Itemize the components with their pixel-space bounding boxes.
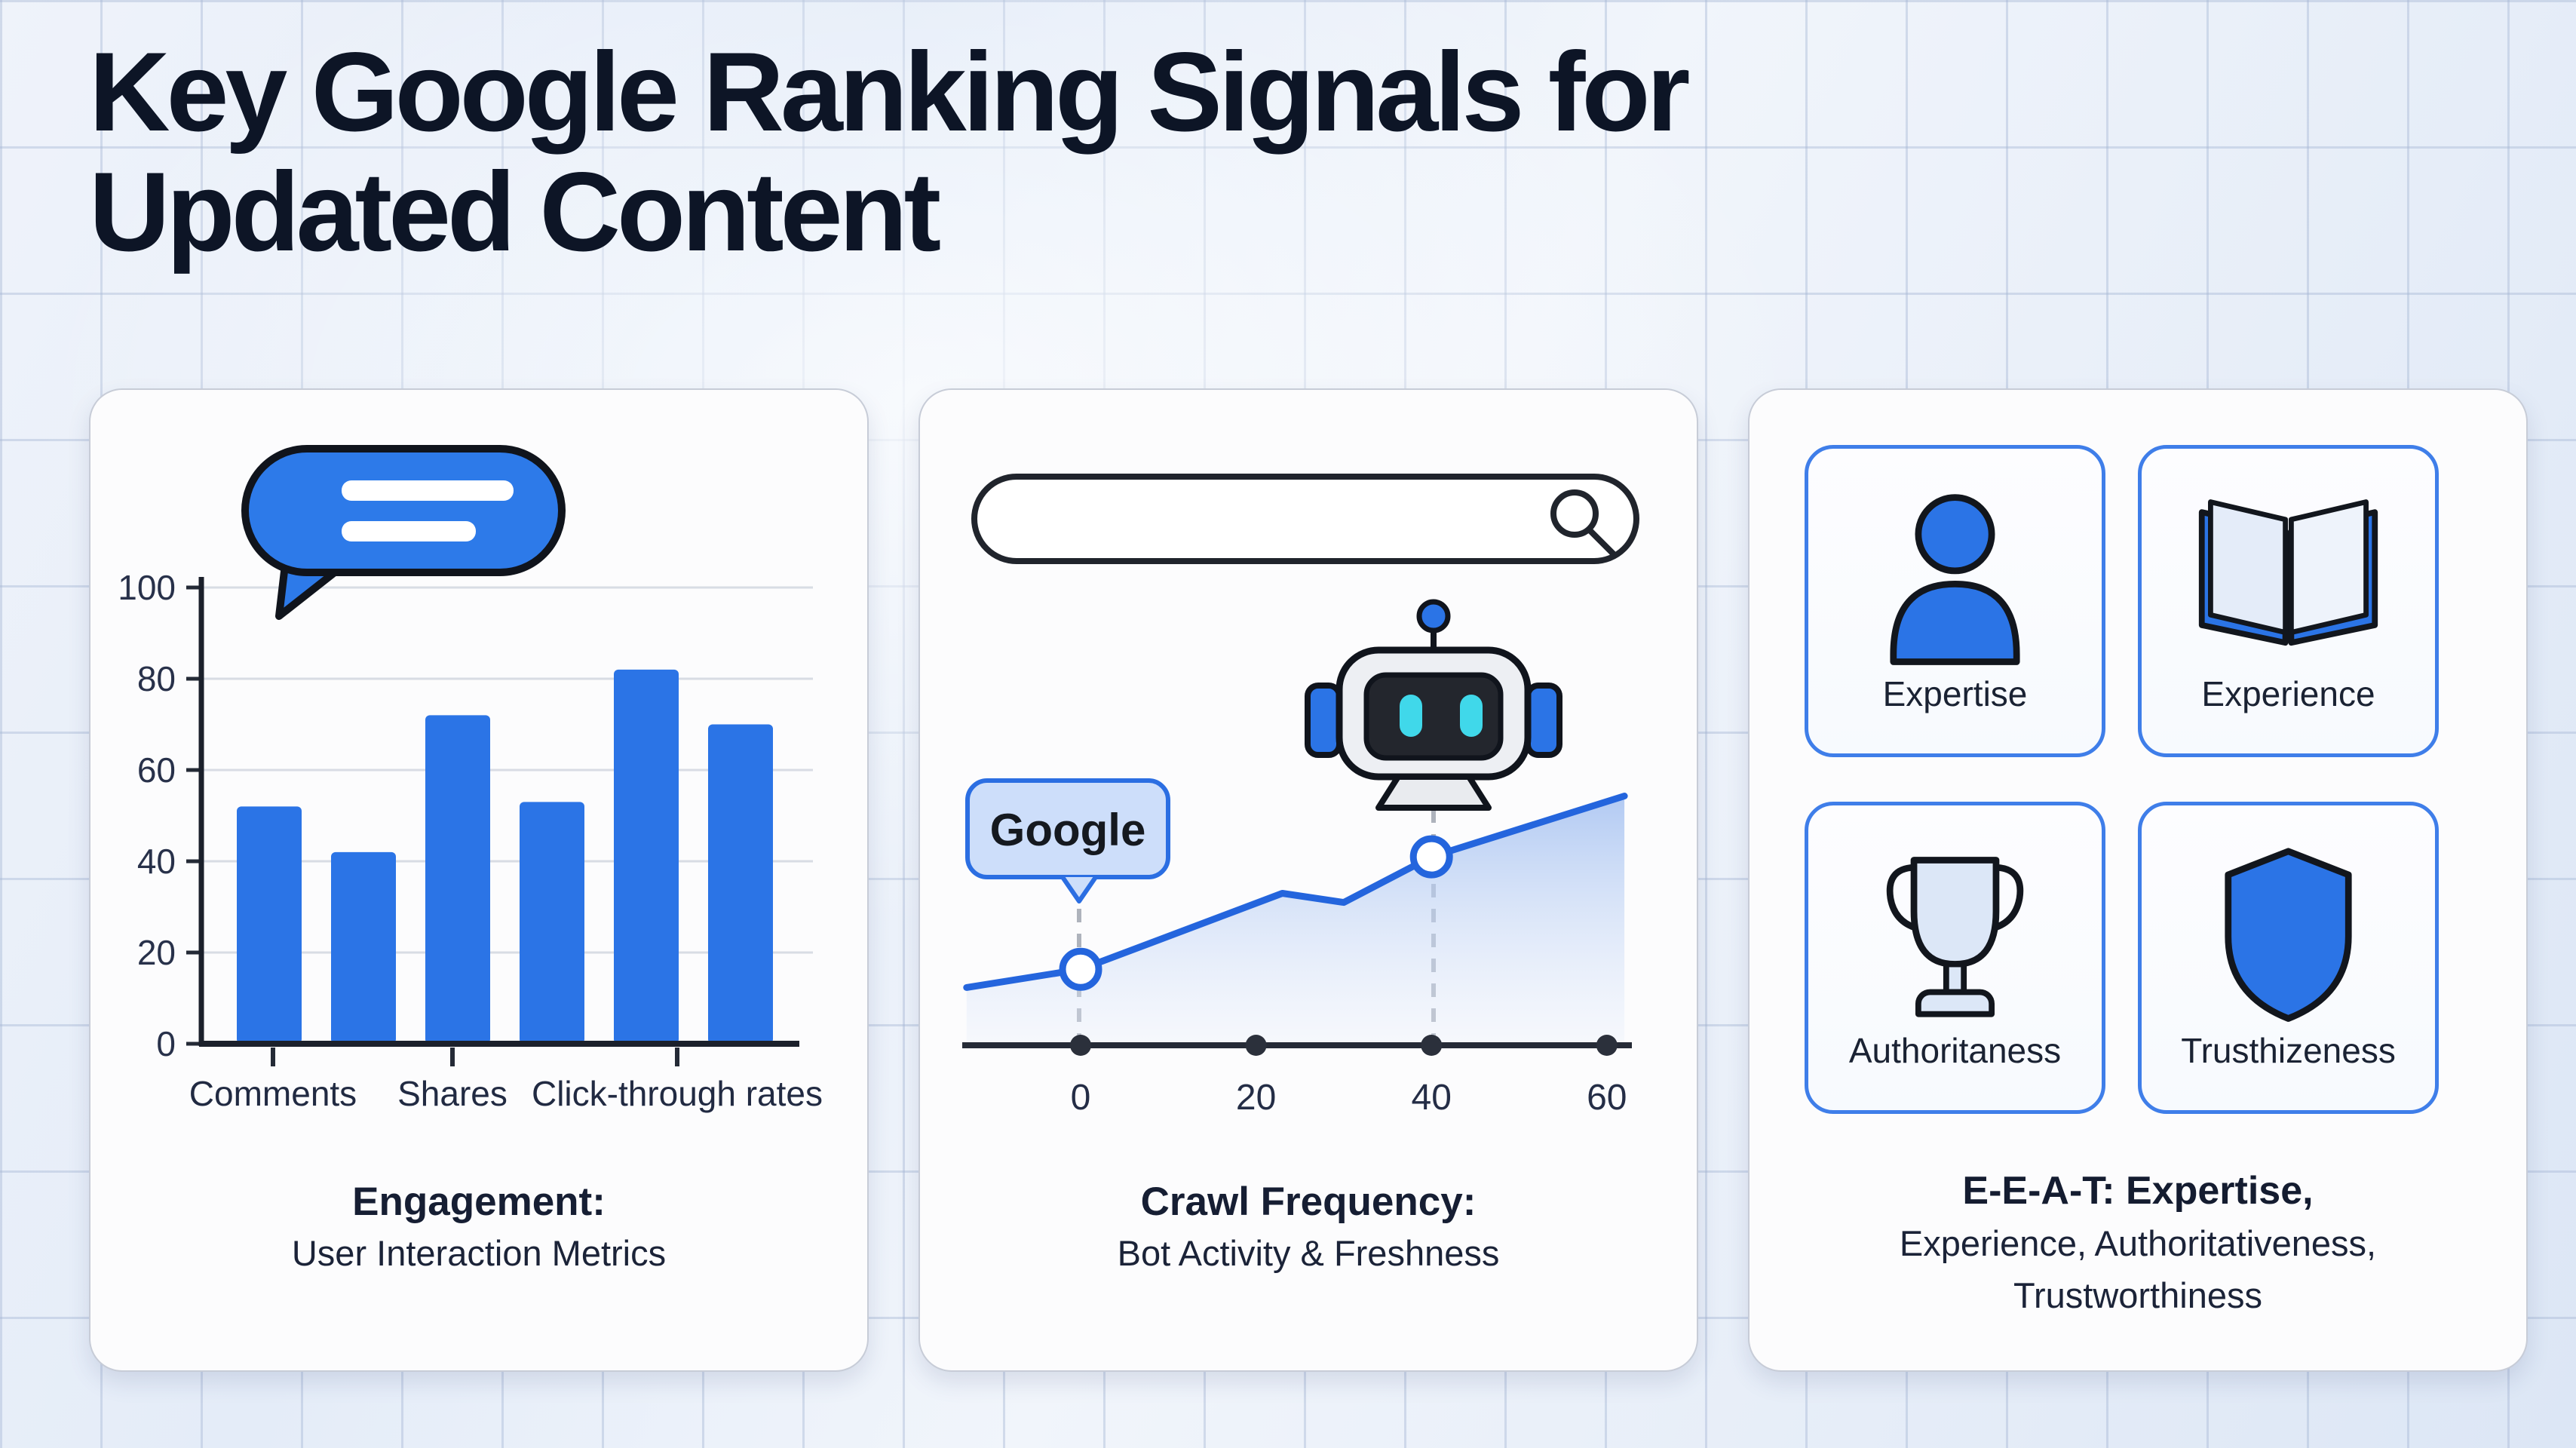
y-axis-tick-label: 60 xyxy=(137,750,176,790)
bar xyxy=(520,802,584,1044)
crawl-caption-subtitle: Bot Activity & Freshness xyxy=(1117,1233,1500,1273)
tile-label-experience: Experience xyxy=(2201,674,2375,713)
crawl-frequency-card: Google 0 20 40 60 Crawl Frequency: Bot Acti… xyxy=(918,388,1698,1372)
speech-bubble-text-line xyxy=(342,480,514,501)
bar-chart-labels: 0 20 40 60 80 100 Comments Shares Click-through … xyxy=(118,568,823,1113)
robot-eye-left xyxy=(1400,695,1422,737)
page-title-line2: Updated Content xyxy=(89,149,941,275)
axis-tick-dot xyxy=(1070,1035,1091,1056)
google-label-tag: Google xyxy=(965,778,1170,903)
crawl-frequency-graphic: Google 0 20 40 60 xyxy=(962,474,1639,1118)
search-icon xyxy=(1550,489,1617,557)
eeat-card: Expertise Experience Authoritaness xyxy=(1748,388,2528,1372)
robot-ear-right xyxy=(1525,683,1562,758)
axis-tick-dot xyxy=(1596,1035,1618,1056)
bar xyxy=(425,715,490,1044)
crawl-line-chart: 0 20 40 60 xyxy=(962,793,1632,1118)
robot-antenna-ball xyxy=(1416,599,1451,634)
bar xyxy=(708,724,773,1044)
y-axis-tick-label: 20 xyxy=(137,933,176,972)
speech-bubble-text-line xyxy=(342,521,476,541)
data-point-marker xyxy=(1059,947,1102,991)
search-bar xyxy=(971,474,1639,564)
robot-ear-left xyxy=(1305,683,1342,758)
tile-label-trusthizeness: Trusthizeness xyxy=(2181,1031,2396,1070)
bar xyxy=(331,851,396,1044)
crawl-caption-title: Crawl Frequency: xyxy=(1140,1180,1477,1224)
x-axis-tick-label: 20 xyxy=(1236,1078,1276,1118)
page-title-line1: Key Google Ranking Signals for xyxy=(89,29,1690,155)
eeat-caption-line3: Trustworthiness xyxy=(2013,1275,2262,1315)
x-axis-tick-label: Click-through rates xyxy=(532,1074,823,1113)
tile-authoritaness: Authoritaness xyxy=(1805,802,2105,1114)
data-point-marker xyxy=(1409,835,1453,879)
bar-chart-bars xyxy=(237,669,773,1044)
engagement-caption-subtitle: User Interaction Metrics xyxy=(291,1233,667,1273)
eeat-caption-line2: Experience, Authoritativeness, xyxy=(1899,1223,2377,1263)
eeat-caption: E-E-A-T: Expertise, Experience, Authorit… xyxy=(1750,1165,2526,1321)
line-chart-area xyxy=(966,796,1625,1045)
y-axis-tick-label: 40 xyxy=(137,842,176,881)
tile-label-authoritaness: Authoritaness xyxy=(1848,1031,2062,1070)
y-axis-tick-label: 0 xyxy=(156,1024,176,1063)
y-axis-tick-label: 100 xyxy=(118,568,176,607)
y-axis-tick-label: 80 xyxy=(137,659,176,698)
x-axis-tick-label: 40 xyxy=(1412,1078,1452,1118)
x-axis-tick-label: Comments xyxy=(189,1074,357,1113)
eeat-caption-line1: E-E-A-T: Expertise, xyxy=(1962,1169,2314,1213)
robot-base xyxy=(1375,774,1492,811)
crawl-caption: Crawl Frequency: Bot Activity & Freshnes… xyxy=(920,1177,1697,1280)
open-book-icon xyxy=(2198,499,2378,646)
axis-tick-dot xyxy=(1421,1035,1443,1056)
tile-experience: Experience xyxy=(2138,445,2439,757)
trophy-icon xyxy=(1886,857,2024,1017)
tile-trusthizeness: Trusthizeness xyxy=(2138,802,2439,1114)
axis-tick-dot xyxy=(1245,1035,1267,1056)
bar xyxy=(614,669,679,1044)
robot-icon xyxy=(1305,599,1562,811)
shield-icon xyxy=(2225,848,2352,1022)
engagement-bar-chart: 0 20 40 60 80 100 Comments Shares Click-through … xyxy=(118,445,823,1113)
x-axis-tick-label: 60 xyxy=(1587,1078,1627,1118)
person-icon xyxy=(1890,494,2020,665)
google-label-text: Google xyxy=(990,805,1146,855)
x-axis-tick-label: 0 xyxy=(1071,1078,1091,1118)
robot-eye-right xyxy=(1460,695,1483,737)
x-axis-tick-label: Shares xyxy=(397,1074,508,1113)
bar-chart-axes xyxy=(186,577,799,1066)
bar xyxy=(237,806,302,1044)
engagement-caption: Engagement: User Interaction Metrics xyxy=(90,1177,867,1280)
page-title: Key Google Ranking Signals for Updated Co… xyxy=(89,29,1690,275)
speech-bubble-icon xyxy=(241,445,566,620)
tile-label-expertise: Expertise xyxy=(1882,674,2028,713)
engagement-card: 0 20 40 60 80 100 Comments Shares Click-through … xyxy=(89,388,869,1372)
tile-expertise: Expertise xyxy=(1805,445,2105,757)
engagement-caption-title: Engagement: xyxy=(352,1180,606,1224)
